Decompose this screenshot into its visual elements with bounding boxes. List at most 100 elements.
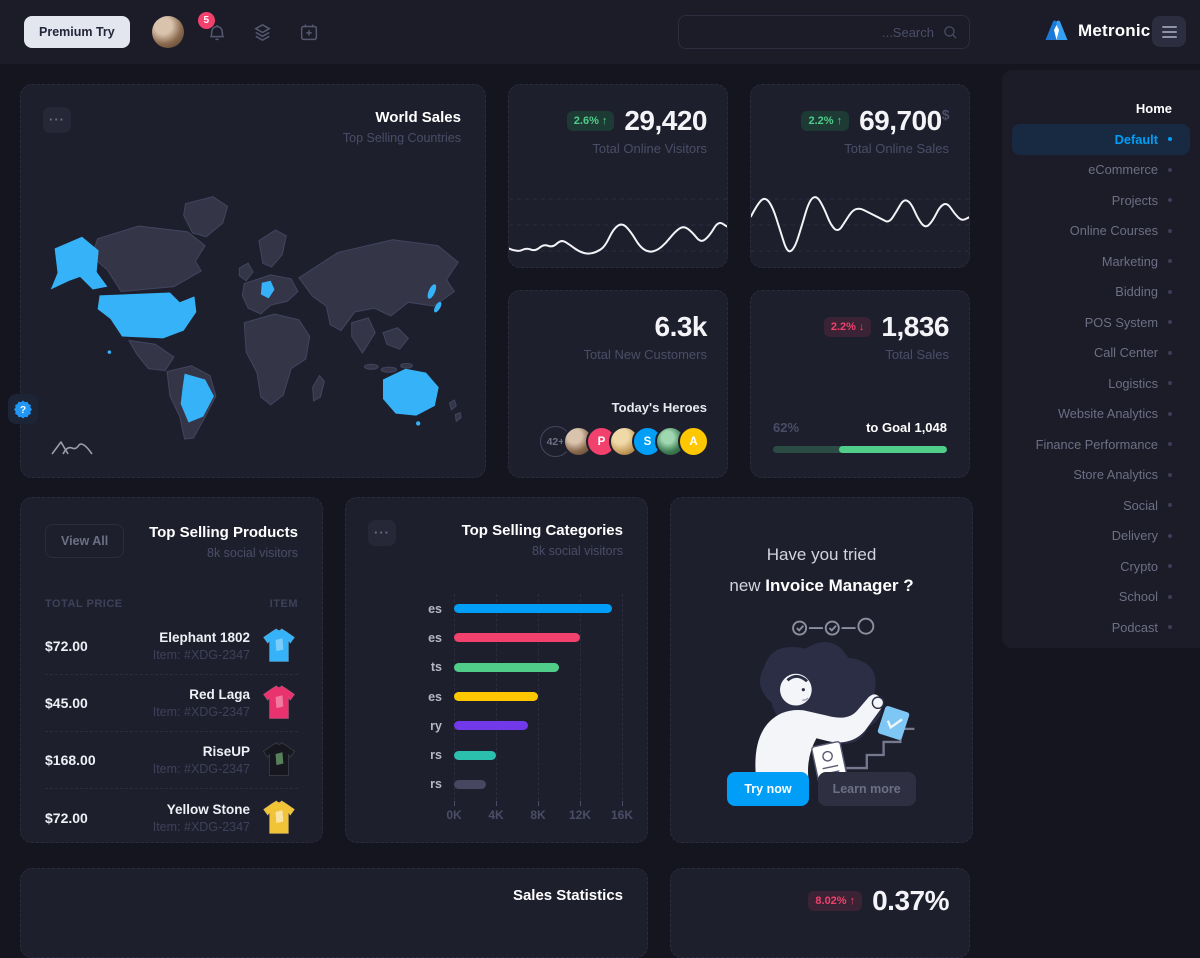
layers-button[interactable]: [250, 19, 276, 45]
online-sales-card: 2.2% ↑ 69,700$ Total Online Sales: [750, 84, 970, 268]
trend-badge: 2.2% ↓: [823, 317, 872, 337]
x-axis: 0K 4K 8K 12K 16K: [446, 808, 634, 822]
table-row[interactable]: $45.00 Red Laga Item: #XDG-2347: [45, 675, 298, 732]
card-subtitle: 8k social visitors: [207, 546, 298, 560]
bullet-dot: [1168, 442, 1172, 447]
sidebar-item-projects[interactable]: Projects: [1012, 185, 1190, 216]
bar[interactable]: [454, 633, 580, 643]
world-map: [50, 196, 462, 440]
card-title: Top Selling Categories: [461, 522, 623, 539]
sidebar-item-default[interactable]: Default: [1012, 124, 1190, 155]
sidebar-item-logistics[interactable]: Logistics: [1012, 368, 1190, 399]
sidebar-item-call-center[interactable]: Call Center: [1012, 338, 1190, 369]
stat-value: 0.37%: [872, 885, 949, 916]
card-subtitle: 8k social visitors: [532, 544, 623, 558]
column-header-price: TOTAL PRICE: [45, 598, 123, 610]
progress-percent: 62%: [773, 420, 800, 435]
bell-icon: [209, 24, 224, 41]
notifications-button[interactable]: 5: [197, 12, 230, 45]
world-sales-card: ··· World Sales Top Selling Countries: [20, 84, 486, 478]
card-title: Sales Statistics: [512, 887, 623, 904]
sidebar-item-social[interactable]: Social: [1012, 490, 1190, 521]
avatar-more-count[interactable]: 42+: [540, 426, 571, 457]
bar[interactable]: [454, 750, 496, 760]
bar[interactable]: [454, 692, 538, 702]
stat-label: Total Online Visitors: [592, 141, 707, 156]
sidebar-item-ecommerce[interactable]: eCommerce: [1012, 155, 1190, 186]
trend-badge: 2.6% ↑: [566, 111, 615, 131]
invoice-illustration: [754, 617, 914, 784]
bar[interactable]: [454, 779, 486, 789]
bar-row: rs: [370, 740, 623, 769]
more-options-button[interactable]: ···: [368, 520, 396, 546]
trend-badge: 8.02% ↑: [808, 891, 863, 911]
premium-try-button[interactable]: Premium Try: [24, 16, 130, 48]
card-subtitle: Top Selling Countries: [342, 131, 461, 145]
bullet-dot: [1168, 533, 1172, 538]
menu-toggle-button[interactable]: [1152, 16, 1186, 47]
sidebar-item-marketing[interactable]: Marketing: [1012, 246, 1190, 277]
mountain-sparkline-icon: [51, 441, 93, 455]
metronic-logo-icon: [1045, 20, 1068, 40]
tshirt-icon: [262, 685, 296, 719]
table-row[interactable]: $72.00 Elephant 1802 Item: #XDG-2347: [45, 618, 298, 675]
learn-more-button[interactable]: Learn more: [817, 772, 916, 806]
bar-row: es: [370, 682, 623, 711]
stat-value: 69,700$: [859, 105, 950, 136]
bullet-dot: [1168, 350, 1172, 355]
stat-value: 6.3k: [654, 311, 708, 342]
sidebar-item-bidding[interactable]: Bidding: [1012, 277, 1190, 308]
sidebar-item-website-analytics[interactable]: Website Analytics: [1012, 399, 1190, 430]
avatar[interactable]: A: [678, 426, 709, 457]
sidebar-item-finance-performance[interactable]: Finance Performance: [1012, 429, 1190, 460]
trend-badge: 2.2% ↑: [801, 111, 850, 131]
sidebar-item-store-analytics[interactable]: Store Analytics: [1012, 460, 1190, 491]
sales-statistics-card: Sales Statistics: [20, 868, 648, 958]
bar-row: rs: [370, 770, 623, 799]
bar[interactable]: [454, 604, 612, 614]
goal-progress-fill: [839, 446, 947, 453]
sidebar-heading: Home: [1135, 101, 1172, 116]
visitors-sparkline-chart: [509, 198, 727, 255]
arrow-up-icon: ↑: [601, 115, 608, 127]
sidebar-item-online-courses[interactable]: Online Courses: [1012, 216, 1190, 247]
arrow-up-icon: ↑: [849, 895, 856, 907]
layers-icon: [254, 23, 271, 41]
sidebar-item-pos-system[interactable]: POS System: [1012, 307, 1190, 338]
bar[interactable]: [454, 662, 559, 672]
brand-name: Metronic: [1078, 20, 1151, 40]
bar-row: ts: [370, 653, 623, 682]
sidebar-item-podcast[interactable]: Podcast: [1012, 612, 1190, 643]
stat-label: Total Online Sales: [844, 141, 949, 156]
table-row[interactable]: $72.00 Yellow Stone Item: #XDG-2347: [45, 789, 298, 846]
calendar-add-button[interactable]: [296, 19, 322, 45]
try-now-button[interactable]: Try now: [727, 772, 809, 806]
help-gear-icon: ?: [13, 400, 32, 419]
user-avatar[interactable]: [151, 16, 184, 48]
hamburger-icon: [1161, 25, 1177, 28]
view-all-button[interactable]: View All: [45, 524, 125, 558]
bullet-dot: [1168, 594, 1172, 599]
table-row[interactable]: $168.00 RiseUP Item: #XDG-2347: [45, 732, 298, 789]
bullet-dot: [1168, 198, 1172, 203]
sidebar-item-school[interactable]: School: [1012, 582, 1190, 613]
new-customers-card: 6.3k Total New Customers Today's Heroes …: [508, 290, 728, 478]
heroes-avatar-group: 42+ P S A: [540, 426, 709, 457]
more-options-button[interactable]: ···: [43, 107, 71, 133]
sidebar-item-delivery[interactable]: Delivery: [1012, 521, 1190, 552]
search-input[interactable]: [679, 16, 942, 48]
help-button[interactable]: ?: [8, 394, 38, 424]
brand[interactable]: Metronic: [1043, 17, 1150, 44]
tshirt-icon: [262, 799, 296, 834]
bullet-dot: [1168, 167, 1172, 172]
currency-symbol: $: [941, 106, 950, 123]
topbar: Premium Try 5 Metronic: [0, 0, 1200, 64]
card-title: Top Selling Products: [149, 524, 298, 541]
bullet-dot: [1168, 137, 1172, 142]
svg-text:?: ?: [20, 405, 26, 416]
sidebar-item-crypto[interactable]: Crypto: [1012, 551, 1190, 582]
bar-row: ry: [370, 711, 623, 740]
sidebar: Home Default eCommerce Projects Online C…: [1002, 70, 1200, 648]
stat-value: 1,836: [881, 311, 949, 342]
bar[interactable]: [454, 721, 528, 731]
